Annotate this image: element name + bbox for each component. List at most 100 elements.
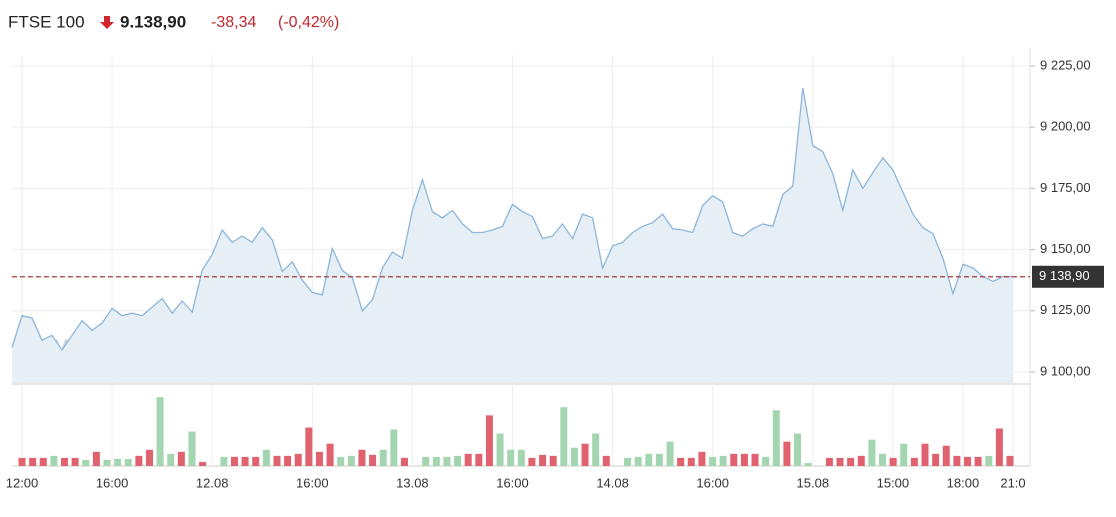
volume-bar <box>624 457 632 466</box>
volume-bar <box>294 453 302 466</box>
volume-bar <box>740 453 748 466</box>
volume-bar <box>783 441 791 466</box>
y-tick-label: 9 200,00 <box>1040 119 1091 134</box>
volume-bar <box>910 457 918 466</box>
volume-bar <box>39 457 47 466</box>
x-tick-label: 16:00 <box>96 475 129 490</box>
volume-bar <box>539 454 547 466</box>
x-tick-label: 12:00 <box>6 475 39 490</box>
volume-bar <box>570 447 578 466</box>
volume-bar <box>995 428 1003 466</box>
price-area <box>12 88 1013 383</box>
volume-bar <box>485 415 493 466</box>
x-tick-label: 13.08 <box>396 475 429 490</box>
price-line <box>11 87 1014 352</box>
volume-bar <box>549 455 557 466</box>
volume-bar <box>315 451 323 466</box>
volume-bar <box>177 451 185 466</box>
x-tick-label: 16:00 <box>296 475 329 490</box>
volume-bar <box>284 455 292 466</box>
volume-bar <box>220 456 228 466</box>
volume-bar <box>241 456 249 466</box>
y-tick-label: 9 100,00 <box>1040 363 1091 378</box>
volume-bar <box>60 457 68 466</box>
volume-bar <box>18 457 26 466</box>
y-tick-label: 9 225,00 <box>1040 57 1091 72</box>
volume-bar <box>443 456 451 466</box>
volume-bar <box>71 457 79 466</box>
volume-bar <box>602 455 610 466</box>
volume-bar <box>857 455 865 466</box>
volume-bar <box>889 457 897 466</box>
last-price-box <box>1032 265 1104 288</box>
volume-bar <box>188 431 196 466</box>
volume-bar <box>29 457 37 466</box>
volume-bar <box>528 457 536 466</box>
volume-bar <box>156 397 164 466</box>
volume-bar <box>337 456 345 466</box>
volume-bar <box>422 456 430 466</box>
volume-bar <box>1006 455 1014 466</box>
x-tick-label: 16:00 <box>696 475 729 490</box>
volume-bar <box>103 459 111 466</box>
volume-bar <box>847 457 855 466</box>
volume-bar <box>114 458 122 466</box>
volume-bar <box>124 458 132 466</box>
volume-bar <box>751 453 759 466</box>
volume-bar <box>794 433 802 466</box>
volume-bar <box>464 453 472 466</box>
volume-bar <box>252 456 260 466</box>
volume-bar <box>581 443 589 466</box>
volume-bar <box>400 457 408 466</box>
volume-bar <box>369 454 377 466</box>
x-tick-label: 15:00 <box>877 475 910 490</box>
volume-bar <box>879 453 887 466</box>
volume-bar <box>868 439 876 466</box>
volume-bar <box>719 455 727 466</box>
volume-bar <box>326 443 334 466</box>
y-tick-label: 9 125,00 <box>1040 302 1091 317</box>
volume-bar <box>655 453 663 466</box>
volume-bar <box>135 455 143 466</box>
volume-bar <box>698 451 706 466</box>
volume-bar <box>772 410 780 466</box>
volume-bar <box>454 455 462 466</box>
volume-bar <box>974 456 982 466</box>
volume-bar <box>677 457 685 466</box>
volume-bar <box>82 459 90 466</box>
price-change-percent: (-0,42%) <box>278 14 339 31</box>
volume-bar <box>199 461 207 466</box>
volume-bar <box>921 443 929 466</box>
volume-bar <box>645 453 653 466</box>
x-tick-label: 21:0 <box>1000 475 1025 490</box>
volume-bar <box>666 441 674 466</box>
volume-bar <box>305 427 313 466</box>
volume-bar <box>496 433 504 466</box>
volume-bar <box>262 449 270 466</box>
volume-bar <box>762 456 770 466</box>
volume-bar <box>517 449 525 466</box>
volume-bar <box>390 429 398 466</box>
volume-bar <box>167 453 175 466</box>
volume-bar <box>560 407 568 466</box>
x-tick-label: 16:00 <box>496 475 529 490</box>
y-tick-label: 9 150,00 <box>1040 241 1091 256</box>
x-tick-label: 15.08 <box>797 475 830 490</box>
volume-bar <box>730 453 738 466</box>
volume-bar <box>634 456 642 466</box>
volume-bar <box>953 455 961 466</box>
volume-bar <box>985 455 993 466</box>
volume-bar <box>273 455 281 466</box>
volume-bar <box>230 456 238 466</box>
last-price: 9.138,90 <box>120 12 186 31</box>
volume-bar <box>687 457 695 466</box>
volume-bar <box>836 457 844 466</box>
volume-bar <box>432 456 440 466</box>
x-tick-label: 18:00 <box>947 475 980 490</box>
volume-bar <box>825 457 833 466</box>
volume-bar <box>804 462 812 466</box>
volume-bar <box>932 453 940 466</box>
volume-bar <box>92 451 100 466</box>
volume-bar <box>347 455 355 466</box>
